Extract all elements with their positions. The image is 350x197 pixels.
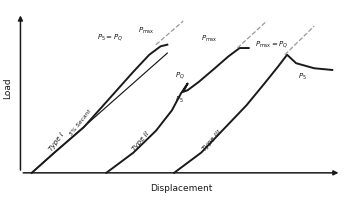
- Text: Type I: Type I: [48, 131, 65, 151]
- Text: Type III: Type III: [202, 129, 223, 151]
- Text: $P_Q$: $P_Q$: [175, 71, 185, 81]
- Text: $P_{\rm max} = P_Q$: $P_{\rm max} = P_Q$: [256, 40, 289, 50]
- Text: 5% Secant: 5% Secant: [69, 109, 93, 136]
- Text: $P_5 = P_Q$: $P_5 = P_Q$: [97, 33, 123, 43]
- Text: $P_5$: $P_5$: [299, 71, 307, 82]
- Text: $P_5$: $P_5$: [175, 95, 184, 105]
- Text: Load: Load: [4, 78, 13, 99]
- Text: $P_{\rm max}$: $P_{\rm max}$: [138, 26, 155, 36]
- Text: Displacement: Displacement: [150, 184, 212, 192]
- Text: Type II: Type II: [132, 130, 151, 151]
- Text: $P_{\rm max}$: $P_{\rm max}$: [201, 34, 218, 45]
